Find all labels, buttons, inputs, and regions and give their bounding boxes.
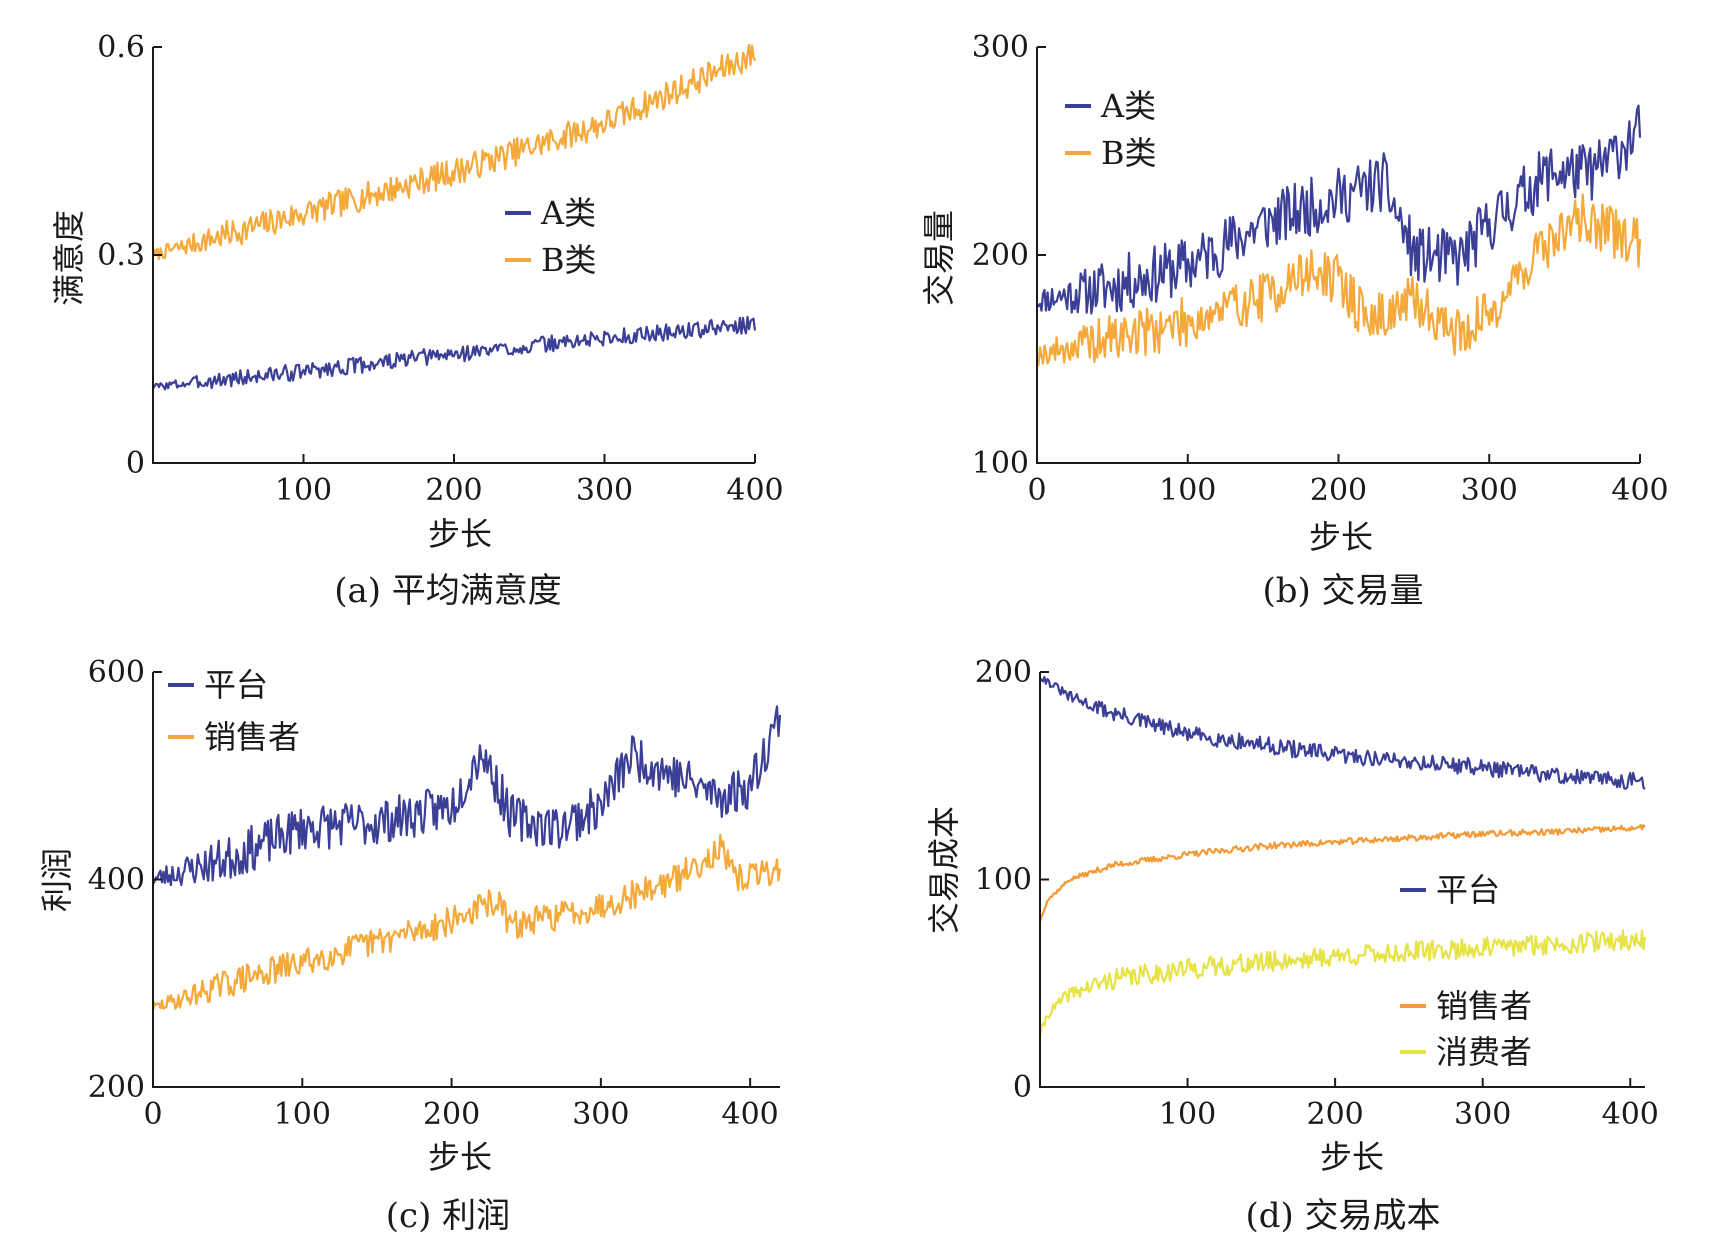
panel-a-legend: A类 B类 [505,194,597,279]
series-line-c-0 [152,705,782,887]
legend-label: 消费者 [1436,1033,1532,1071]
series-line-d-0 [1039,675,1646,790]
panel-a-ylabel: 满意度 [50,210,88,306]
panel-a-caption: (a) 平均满意度 [334,571,562,611]
panel-a-satisfaction-chart: 100 200 300 400 0 0.3 0.6 步长 满意度 (a) 平均满意度 A类 B… [50,30,784,611]
x-tick-label: 0 [143,1097,162,1132]
x-tick-label: 400 [722,1097,779,1132]
legend-label: 销售者 [204,718,300,756]
panel-c-profit-chart: 0 100 200 300 400 200 400 600 步长 利润 (c) 利润 平台销售… [38,655,782,1236]
legend-label: A类 [1100,87,1156,125]
legend-label: B类 [541,241,597,279]
panel-d-caption: (d) 交易成本 [1245,1196,1440,1236]
panel-b-xlabel: 步长 [1309,518,1373,556]
panel-d-series [1038,675,1647,1038]
series-line-a-0 [152,315,757,391]
series-line-b-1 [1035,193,1642,366]
legend-label: 平台 [1436,871,1500,909]
x-tick-label: 200 [425,473,482,508]
x-tick-label: 100 [1159,1097,1216,1132]
series-line-a-1 [151,43,757,261]
x-tick-label: 200 [423,1097,480,1132]
legend-label: A类 [540,194,596,232]
y-tick-label: 0.3 [97,238,145,273]
panel-a-ticks: 100 200 300 400 0 0.3 0.6 [97,30,783,508]
x-tick-label: 400 [726,473,783,508]
panel-d-ylabel: 交易成本 [925,806,963,934]
series-line-d-2 [1038,929,1647,1038]
panel-a-axes [152,47,755,464]
panel-c-ticks: 0 100 200 300 400 200 400 600 [88,655,779,1132]
series-line-b-0 [1036,104,1642,315]
legend-label: B类 [1101,134,1157,172]
y-tick-label: 600 [88,655,145,690]
panel-d-xlabel: 步长 [1320,1138,1384,1176]
y-tick-label: 100 [972,446,1029,481]
panel-d-cost-chart: 100 200 300 400 0 100 200 步长 交易成本 (d) 交易成本 平台销… [925,655,1659,1236]
panel-c-xlabel: 步长 [428,1138,492,1176]
panel-d-axes [1039,672,1645,1088]
y-tick-label: 300 [972,30,1029,65]
panel-a-series [151,43,757,391]
panel-b-legend: A类 B类 [1065,87,1157,172]
panel-b-series [1035,104,1642,366]
x-tick-label: 200 [1310,473,1367,508]
panel-c-series [151,705,782,1012]
x-tick-label: 100 [275,473,332,508]
series-line-d-1 [1038,823,1646,922]
panel-b-caption: (b) 交易量 [1262,571,1423,611]
x-tick-label: 300 [576,473,633,508]
x-tick-label: 300 [1454,1097,1511,1132]
y-tick-label: 200 [975,655,1032,690]
y-tick-label: 200 [972,238,1029,273]
legend-label: 销售者 [1436,987,1532,1025]
x-tick-label: 200 [1306,1097,1363,1132]
x-tick-label: 100 [274,1097,331,1132]
x-tick-label: 300 [572,1097,629,1132]
y-tick-label: 200 [88,1070,145,1105]
x-tick-label: 100 [1159,473,1216,508]
x-tick-label: 0 [1027,473,1046,508]
panel-b-ylabel: 交易量 [920,210,958,306]
y-tick-label: 0.6 [97,30,145,65]
series-line-c-1 [151,833,782,1012]
panel-c-caption: (c) 利润 [386,1196,510,1236]
x-tick-label: 300 [1461,473,1518,508]
y-tick-label: 0 [1013,1070,1032,1105]
y-tick-label: 400 [88,863,145,898]
panel-c-ylabel: 利润 [38,848,76,912]
panel-d-ticks: 100 200 300 400 0 100 200 [975,655,1659,1132]
panel-a-xlabel: 步长 [428,515,492,553]
x-tick-label: 400 [1611,473,1668,508]
x-tick-label: 400 [1602,1097,1659,1132]
legend-label: 平台 [204,666,268,704]
y-tick-label: 0 [126,446,145,481]
y-tick-label: 100 [975,863,1032,898]
